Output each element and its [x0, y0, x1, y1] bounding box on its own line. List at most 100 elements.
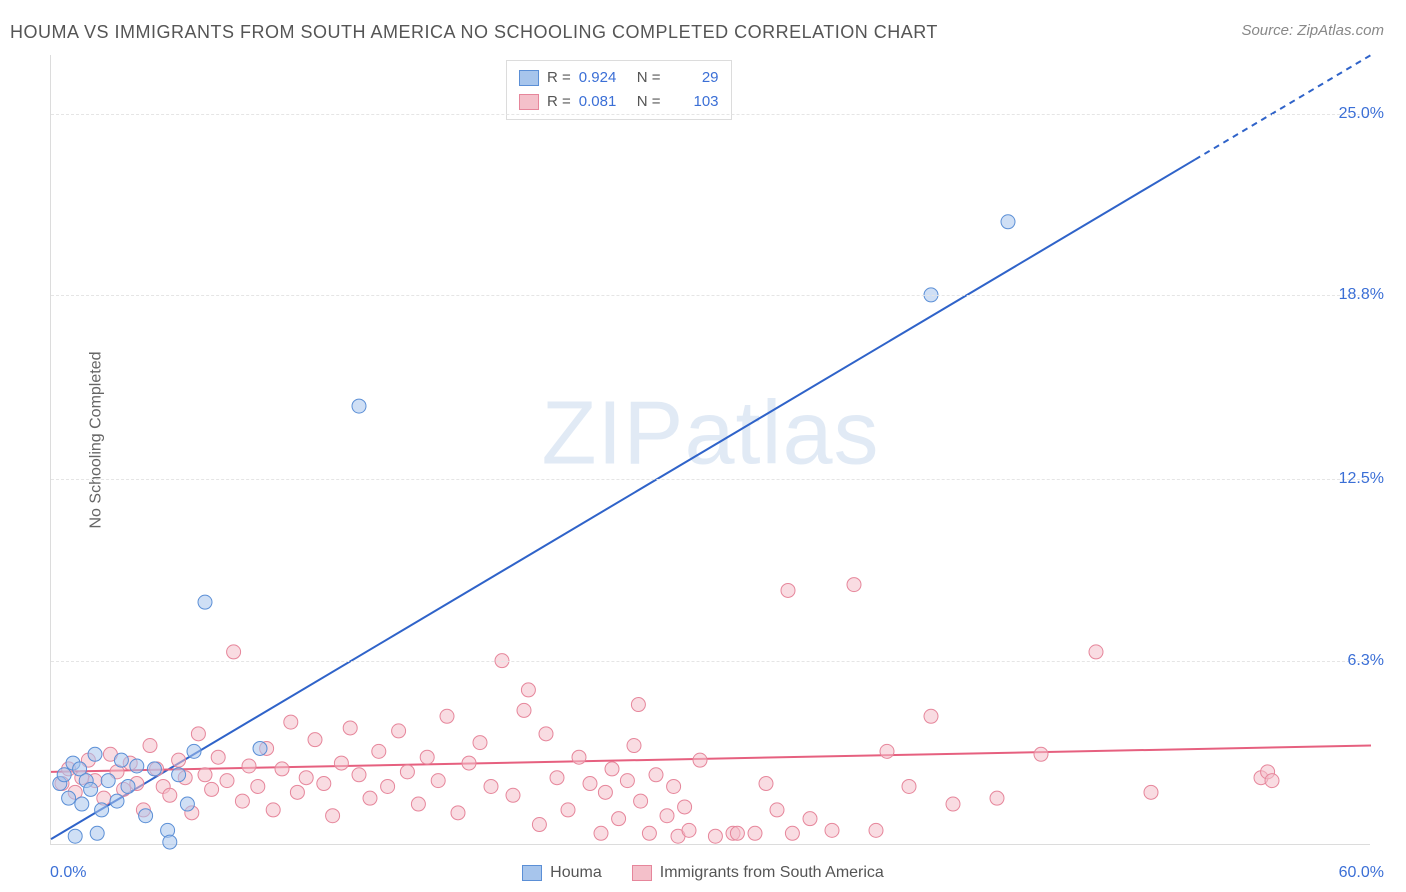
- data-point-houma: [121, 779, 135, 793]
- data-point-immigrants: [649, 768, 663, 782]
- data-point-immigrants: [634, 794, 648, 808]
- data-point-houma: [187, 744, 201, 758]
- data-point-immigrants: [211, 750, 225, 764]
- data-point-immigrants: [924, 709, 938, 723]
- data-point-immigrants: [506, 788, 520, 802]
- data-point-immigrants: [352, 768, 366, 782]
- data-point-immigrants: [539, 727, 553, 741]
- data-point-houma: [95, 803, 109, 817]
- data-point-immigrants: [598, 785, 612, 799]
- data-point-immigrants: [748, 826, 762, 840]
- data-point-immigrants: [869, 823, 883, 837]
- legend-r-label: R =: [547, 66, 571, 90]
- data-point-houma: [114, 753, 128, 767]
- data-point-immigrants: [251, 779, 265, 793]
- data-point-houma: [139, 809, 153, 823]
- data-point-immigrants: [880, 744, 894, 758]
- gridline: [51, 661, 1370, 662]
- data-point-houma: [172, 768, 186, 782]
- y-axis-tick: 6.3%: [1348, 652, 1384, 670]
- data-point-immigrants: [627, 739, 641, 753]
- legend-stats: R =0.924N =29R =0.081N =103: [506, 60, 732, 120]
- data-point-immigrants: [343, 721, 357, 735]
- data-point-houma: [84, 782, 98, 796]
- data-point-immigrants: [308, 733, 322, 747]
- legend-r-value-houma: 0.924: [579, 66, 629, 90]
- data-point-houma: [68, 829, 82, 843]
- data-point-immigrants: [363, 791, 377, 805]
- data-point-immigrants: [594, 826, 608, 840]
- data-point-immigrants: [825, 823, 839, 837]
- y-axis-tick: 12.5%: [1339, 470, 1384, 488]
- data-point-immigrants: [235, 794, 249, 808]
- data-point-immigrants: [1034, 747, 1048, 761]
- data-point-houma: [352, 399, 366, 413]
- data-point-immigrants: [660, 809, 674, 823]
- data-point-immigrants: [220, 774, 234, 788]
- legend-n-value-immigrants: 103: [669, 90, 719, 114]
- data-point-immigrants: [1144, 785, 1158, 799]
- data-point-houma: [163, 835, 177, 849]
- legend-stat-row-immigrants: R = 0.081 N = 103: [519, 90, 719, 114]
- data-point-immigrants: [517, 703, 531, 717]
- data-point-immigrants: [172, 753, 186, 767]
- data-point-houma: [90, 826, 104, 840]
- data-point-immigrants: [381, 779, 395, 793]
- legend-name-immigrants: Immigrants from South America: [660, 864, 884, 882]
- data-point-immigrants: [803, 812, 817, 826]
- data-point-immigrants: [612, 812, 626, 826]
- data-point-immigrants: [411, 797, 425, 811]
- data-point-immigrants: [620, 774, 634, 788]
- data-point-immigrants: [550, 771, 564, 785]
- data-point-immigrants: [275, 762, 289, 776]
- data-point-houma: [57, 768, 71, 782]
- data-point-immigrants: [198, 768, 212, 782]
- legend-n-label: N =: [637, 90, 661, 114]
- chart-title: HOUMA VS IMMIGRANTS FROM SOUTH AMERICA N…: [10, 22, 938, 43]
- legend-swatch-houma: [519, 70, 539, 86]
- legend-name-houma: Houma: [550, 864, 602, 882]
- legend-item-houma: Houma: [522, 864, 602, 882]
- data-point-houma: [75, 797, 89, 811]
- data-point-immigrants: [532, 818, 546, 832]
- y-axis-tick: 18.8%: [1339, 286, 1384, 304]
- data-point-houma: [88, 747, 102, 761]
- data-point-immigrants: [462, 756, 476, 770]
- data-point-immigrants: [990, 791, 1004, 805]
- y-axis-tick: 25.0%: [1339, 105, 1384, 123]
- data-point-immigrants: [759, 777, 773, 791]
- data-point-immigrants: [242, 759, 256, 773]
- data-point-houma: [62, 791, 76, 805]
- data-point-immigrants: [440, 709, 454, 723]
- legend-item-immigrants: Immigrants from South America: [632, 864, 884, 882]
- data-point-immigrants: [693, 753, 707, 767]
- data-point-immigrants: [572, 750, 586, 764]
- data-point-immigrants: [770, 803, 784, 817]
- data-point-houma: [110, 794, 124, 808]
- data-point-immigrants: [420, 750, 434, 764]
- source-label: Source: ZipAtlas.com: [1241, 22, 1384, 39]
- data-point-immigrants: [946, 797, 960, 811]
- gridline: [51, 114, 1370, 115]
- legend-series: Houma Immigrants from South America: [0, 864, 1406, 882]
- data-point-immigrants: [290, 785, 304, 799]
- data-point-immigrants: [334, 756, 348, 770]
- data-point-houma: [130, 759, 144, 773]
- data-point-immigrants: [561, 803, 575, 817]
- data-point-immigrants: [227, 645, 241, 659]
- data-point-houma: [147, 762, 161, 776]
- data-point-immigrants: [473, 736, 487, 750]
- legend-r-label: R =: [547, 90, 571, 114]
- legend-swatch-bottom-houma: [522, 865, 542, 881]
- data-point-immigrants: [667, 779, 681, 793]
- data-point-immigrants: [902, 779, 916, 793]
- data-point-immigrants: [781, 583, 795, 597]
- legend-swatch-bottom-immigrants: [632, 865, 652, 881]
- data-point-immigrants: [847, 578, 861, 592]
- data-point-immigrants: [1265, 774, 1279, 788]
- legend-r-value-immigrants: 0.081: [579, 90, 629, 114]
- data-point-houma: [101, 774, 115, 788]
- data-point-immigrants: [205, 782, 219, 796]
- gridline: [51, 295, 1370, 296]
- data-point-immigrants: [392, 724, 406, 738]
